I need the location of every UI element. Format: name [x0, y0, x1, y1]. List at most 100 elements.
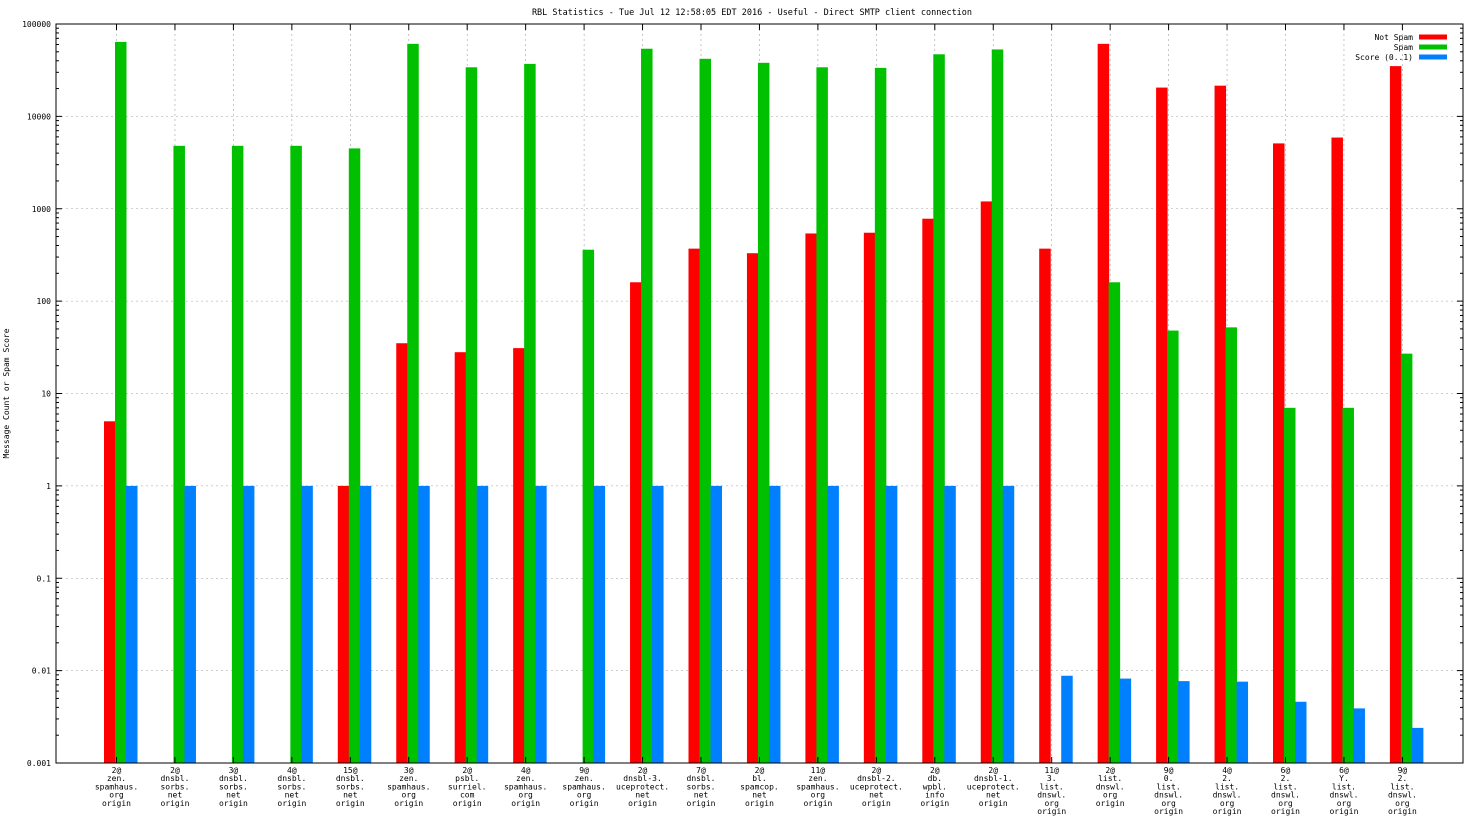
legend-label: Spam [1394, 43, 1413, 52]
bar-not-spam [1097, 43, 1110, 764]
x-category-label: list. [1157, 782, 1181, 791]
x-category-label: 2@ [988, 766, 998, 775]
x-category-label: 6@ [1281, 766, 1291, 775]
x-category-label: org [1278, 799, 1293, 808]
x-category-label: origin [920, 799, 949, 808]
bar-score-0-1 [301, 485, 313, 763]
bar-spam [290, 145, 302, 764]
bar-spam [816, 67, 828, 763]
x-category-label: net [343, 791, 358, 800]
x-category-label: 4@ [521, 766, 531, 775]
y-tick-label: 0.01 [32, 667, 51, 676]
x-category-label: 2@ [872, 766, 882, 775]
bar-score-0-1 [359, 485, 372, 763]
y-tick-label: 0.001 [27, 759, 51, 768]
bar-spam [465, 67, 478, 763]
x-category-label: surriel. [448, 782, 487, 791]
x-category-label: dnswl. [1329, 791, 1358, 800]
x-category-label: dnsbl. [277, 774, 306, 783]
x-category-label: origin [1213, 807, 1242, 816]
x-category-label: list. [1215, 782, 1239, 791]
y-tick-label: 0.1 [37, 574, 52, 583]
x-category-label: wpbl. [923, 782, 947, 791]
x-category-label: sorbs. [160, 782, 189, 791]
bar-score-0-1 [1178, 681, 1190, 763]
bar-spam [933, 54, 945, 763]
x-category-label: sorbs. [219, 782, 248, 791]
x-category-label: Y. [1339, 774, 1349, 783]
bar-score-0-1 [652, 485, 664, 763]
legend-swatch [1419, 44, 1447, 50]
legend-swatch [1419, 34, 1447, 40]
x-category-label: dnswl. [1388, 791, 1417, 800]
bar-spam [1225, 327, 1238, 763]
x-category-label: zen. [808, 774, 827, 783]
bar-not-spam [1273, 143, 1285, 764]
x-category-label: origin [628, 799, 657, 808]
x-category-label: dnsbl. [219, 774, 248, 783]
x-category-label: uceprotect. [850, 782, 903, 791]
bar-score-0-1 [885, 485, 898, 763]
y-axis-ticks: 0.001 0.01 0.1 1 10 100 1000 10000 100000 [22, 20, 1463, 768]
x-category-label: dnswl. [1096, 782, 1125, 791]
bar-score-0-1 [418, 485, 430, 763]
bar-not-spam [513, 348, 525, 763]
x-category-label: spamhaus. [796, 782, 839, 791]
x-category-label: spamcop. [740, 782, 779, 791]
bar-not-spam [337, 485, 350, 763]
x-category-label: 2. [1398, 774, 1408, 783]
x-category-label: dnsbl. [336, 774, 365, 783]
x-category-label: origin [1388, 807, 1417, 816]
x-category-label: origin [277, 799, 306, 808]
x-category-label: 2@ [112, 766, 122, 775]
x-category-label: 7@ [696, 766, 706, 775]
x-category-label: info [925, 791, 944, 800]
x-category-label: origin [979, 799, 1008, 808]
x-category-label: 11@ [1044, 766, 1059, 775]
x-category-label: org [402, 791, 417, 800]
bar-not-spam [1214, 85, 1227, 763]
bar-not-spam [863, 232, 876, 763]
bar-spam [231, 145, 244, 764]
bar-spam [699, 58, 711, 763]
x-category-label: zen. [574, 774, 593, 783]
bar-spam [1284, 407, 1296, 763]
bar-score-0-1 [1119, 678, 1132, 763]
bar-score-0-1 [242, 485, 255, 763]
x-category-label: 3. [1047, 774, 1057, 783]
bar-score-0-1 [1002, 485, 1015, 763]
bar-not-spam [1156, 87, 1168, 764]
x-category-label: org [577, 791, 592, 800]
x-category-label: list. [1390, 782, 1414, 791]
x-category-label: net [168, 791, 183, 800]
x-category-label: org [518, 791, 533, 800]
bar-spam [1400, 353, 1413, 763]
x-category-label: 4@ [287, 766, 297, 775]
x-category-label: 15@ [343, 766, 358, 775]
x-category-label: org [1103, 791, 1118, 800]
bar-score-0-1 [1411, 727, 1424, 763]
x-category-label: origin [160, 799, 189, 808]
bar-score-0-1 [1295, 701, 1307, 763]
x-category-label: 6@ [1339, 766, 1349, 775]
bar-spam [115, 41, 127, 764]
x-category-label: uceprotect. [616, 782, 669, 791]
x-category-label: 2. [1222, 774, 1232, 783]
x-category-label: 2@ [638, 766, 648, 775]
bar-spam [641, 48, 653, 763]
bar-spam [524, 63, 536, 763]
x-category-label: zen. [107, 774, 126, 783]
bar-score-0-1 [126, 485, 138, 763]
bar-score-0-1 [944, 485, 956, 763]
bar-not-spam [688, 248, 700, 764]
bar-score-0-1 [184, 485, 196, 763]
x-category-label: net [869, 791, 884, 800]
x-category-label: bl. [752, 774, 766, 783]
x-category-label: origin [745, 799, 774, 808]
bar-not-spam [805, 233, 817, 764]
x-category-label: com [460, 791, 475, 800]
x-category-label: db. [928, 774, 942, 783]
x-axis-labels: 2@zen.spamhaus.orgorigin2@dnsbl.sorbs.ne… [95, 766, 1417, 816]
